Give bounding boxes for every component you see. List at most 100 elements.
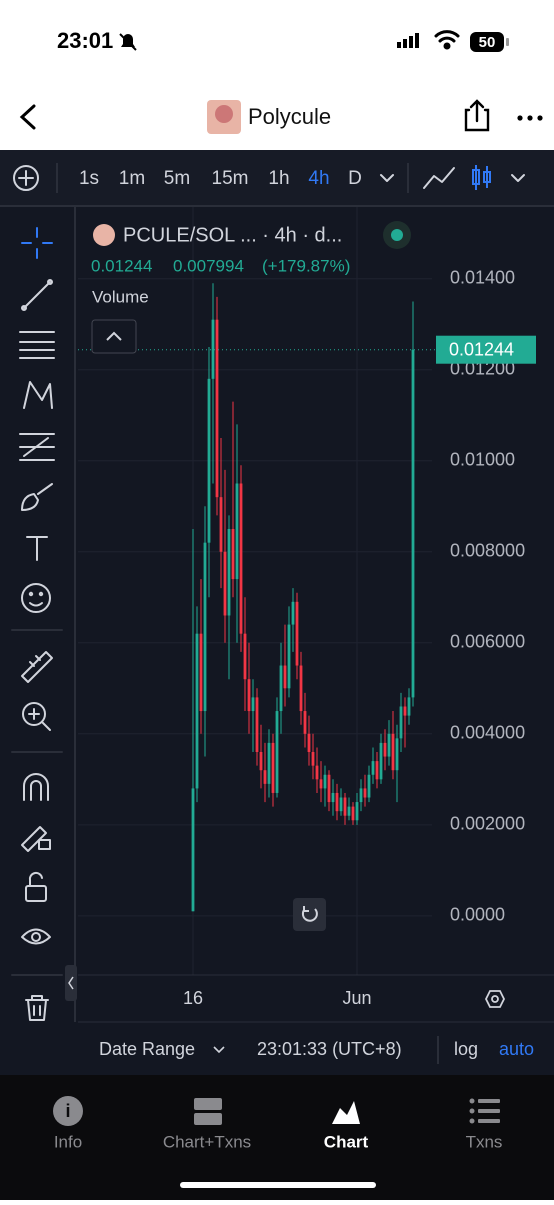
top-area — [0, 0, 554, 150]
candle-body — [211, 319, 215, 379]
fib-tool[interactable] — [19, 433, 55, 461]
collapse-tools[interactable] — [65, 965, 77, 1001]
log-toggle[interactable]: log — [454, 1039, 478, 1059]
candle-body — [347, 806, 351, 816]
y-tick-label: 0.01000 — [450, 449, 515, 469]
interval-dropdown[interactable] — [380, 174, 394, 182]
reset-chart-button[interactable] — [293, 898, 326, 931]
candle-body — [203, 542, 207, 712]
candle-body — [403, 706, 407, 716]
chart-txns-icon — [194, 1098, 222, 1110]
add-symbol-button[interactable] — [13, 165, 39, 191]
battery-tip — [506, 38, 509, 46]
candle-body — [351, 806, 355, 821]
chart-toolbar — [0, 150, 554, 206]
tab[interactable]: Chart+Txns — [163, 1132, 251, 1151]
emoji-tool[interactable] — [21, 583, 51, 613]
tab-icons: i — [53, 1096, 500, 1126]
ruler-tool[interactable] — [21, 651, 53, 683]
text-tool[interactable] — [26, 536, 48, 561]
candle-body — [255, 697, 259, 753]
battery-level: 50 — [479, 34, 496, 51]
interval-button[interactable]: 15m — [212, 168, 249, 189]
tab[interactable]: Txns — [466, 1132, 503, 1151]
info-glyph: i — [65, 1101, 70, 1121]
interval-button[interactable]: D — [348, 168, 362, 189]
auto-toggle[interactable]: auto — [499, 1039, 534, 1059]
collapse-legend-button[interactable] — [91, 319, 137, 354]
brush-tool[interactable] — [21, 483, 53, 511]
legend-change: 0.007994 — [173, 256, 244, 275]
candle-body — [295, 601, 299, 666]
candle-body — [267, 742, 271, 784]
tab[interactable]: Chart — [324, 1132, 369, 1151]
candle-chart-button[interactable] — [472, 165, 491, 190]
interval-button[interactable]: 1h — [268, 168, 289, 189]
parallel-channel-tool[interactable] — [19, 331, 55, 359]
avatar-face — [215, 105, 233, 123]
status-time: 23:01 — [57, 28, 113, 53]
chart-type-dropdown[interactable] — [511, 174, 525, 182]
line-chart-button[interactable] — [423, 167, 455, 189]
home-indicator — [180, 1182, 376, 1188]
candle-body — [271, 742, 275, 793]
visibility-tool[interactable] — [21, 928, 51, 945]
candle-body — [243, 633, 247, 680]
legend-close: 0.01244 — [91, 256, 152, 275]
candle-body — [339, 797, 343, 812]
y-tick-label: 0.0000 — [450, 905, 505, 925]
candle-body — [379, 742, 383, 780]
candle-body — [219, 497, 223, 552]
candle-body — [411, 349, 415, 698]
candle-body — [279, 665, 283, 712]
chart-txns-icon — [194, 1113, 222, 1125]
txns-icon — [469, 1098, 500, 1124]
date-range-button[interactable]: Date Range — [99, 1039, 195, 1059]
candle-body — [215, 319, 219, 498]
interval-button[interactable]: 1m — [119, 168, 145, 189]
tab[interactable]: Info — [54, 1132, 82, 1151]
zoom-tool[interactable] — [22, 702, 51, 731]
candle-body — [235, 483, 239, 580]
candle-body — [355, 802, 359, 821]
candle-body — [239, 483, 243, 634]
delete-tool[interactable] — [25, 995, 49, 1021]
share-button[interactable] — [464, 99, 490, 132]
current-price-label: 0.01244 — [449, 339, 514, 359]
more-button[interactable] — [517, 115, 543, 121]
unlock-tool[interactable] — [25, 871, 47, 902]
magnet-tool[interactable] — [23, 773, 49, 801]
settings-icon-center — [491, 995, 499, 1003]
mute-icon — [119, 33, 137, 51]
trend-line-tool[interactable] — [21, 279, 53, 311]
timezone-button[interactable]: 23:01:33 (UTC+8) — [257, 1039, 402, 1059]
reset-icon — [301, 906, 318, 922]
legend-avatar — [93, 224, 115, 246]
pattern-tool[interactable] — [23, 381, 53, 409]
y-tick-label: 0.002000 — [450, 814, 525, 834]
interval-button[interactable]: 5m — [164, 168, 190, 189]
interval-button[interactable]: 1s — [79, 168, 99, 189]
candle-body — [395, 738, 399, 771]
candle-body — [311, 752, 315, 766]
lock-drawings-tool[interactable] — [21, 826, 51, 852]
legend-change-pct: (+179.87%) — [262, 256, 350, 275]
settings-button[interactable] — [484, 990, 506, 1008]
candle-body — [315, 765, 319, 780]
candle-body — [247, 679, 251, 712]
chart-panel — [0, 150, 554, 1075]
tab-bar — [0, 1075, 554, 1200]
candle-body — [399, 706, 403, 739]
candle-body — [291, 601, 295, 625]
candle-body — [335, 792, 339, 812]
candle-body — [299, 665, 303, 712]
candle-body — [383, 742, 387, 757]
candle-body — [263, 770, 267, 784]
candle-body — [303, 711, 307, 734]
crosshair-tool[interactable] — [21, 227, 53, 259]
back-button[interactable] — [19, 104, 36, 130]
candle-body — [391, 733, 395, 771]
info-icon — [53, 1096, 83, 1126]
interval-button[interactable]: 4h — [308, 168, 329, 189]
